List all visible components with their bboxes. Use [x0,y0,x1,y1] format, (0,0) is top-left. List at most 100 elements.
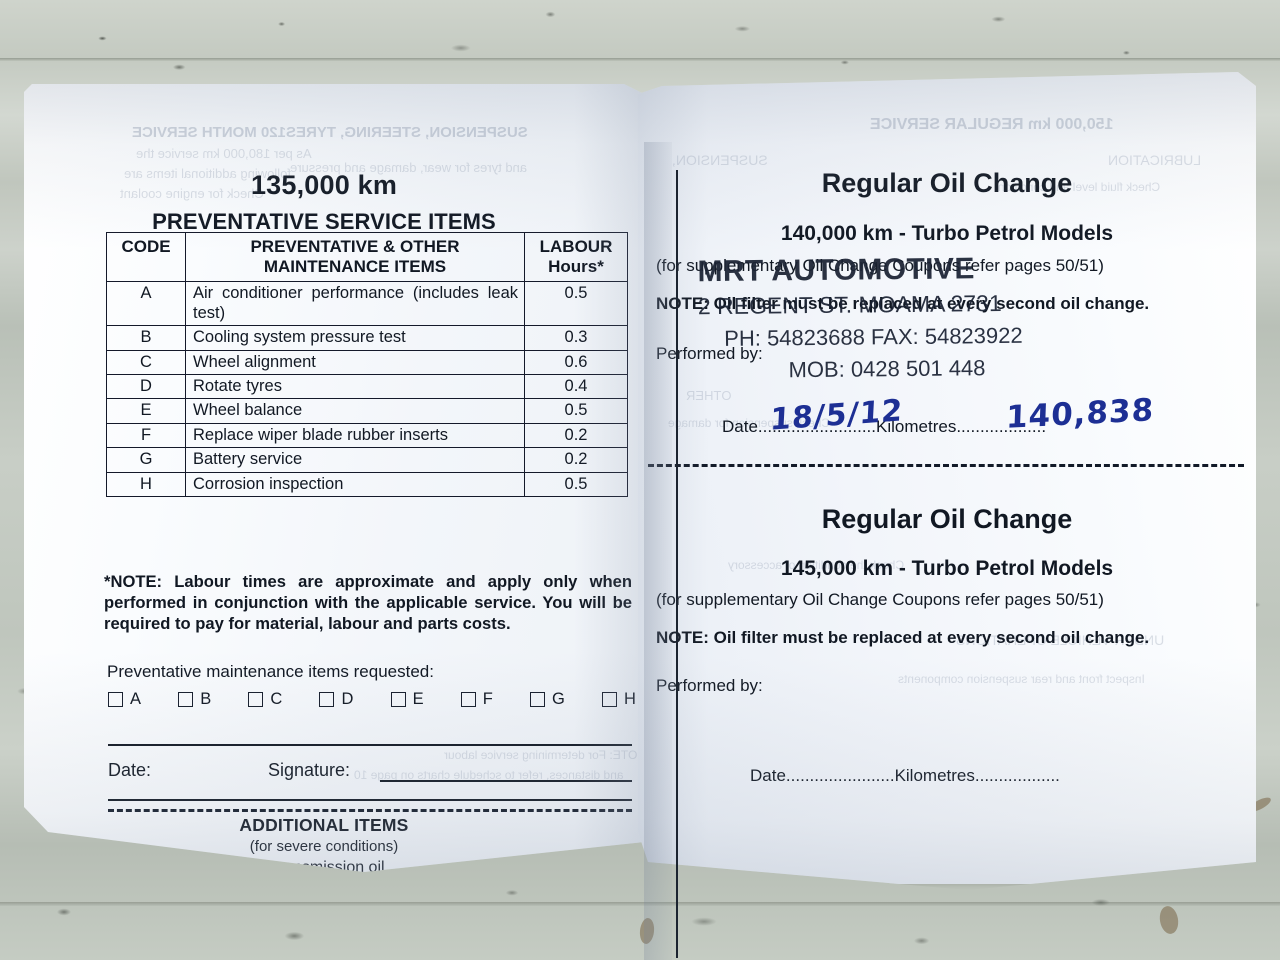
cell-hours: 0.4 [524,373,628,400]
table-header-row: CODE PREVENTATIVE & OTHER MAINTENANCE IT… [106,231,628,283]
checkbox-item-g[interactable]: G [530,690,565,709]
labour-times-footnote: *NOTE: Labour times are approximate and … [104,572,632,633]
checkbox-item-a[interactable]: A [108,690,141,709]
checkbox-icon[interactable] [248,692,264,707]
checkbox-item-h[interactable]: H [602,690,636,709]
checkbox-item-f[interactable]: F [460,690,493,709]
additional-items-subtitle: (for severe conditions) [249,838,399,855]
checkbox-label: F [482,690,493,708]
coupon1-date-kilometres-line[interactable]: Date.........................Kilometres.… [722,417,1046,437]
signature-write-line[interactable] [380,780,632,782]
table-row: H Corrosion inspection 0.5 [106,471,628,498]
cell-item: Wheel alignment [185,349,525,375]
show-through-text: SUSPENSION, STEERING, TYRES [286,124,528,141]
page-section-title: PREVENTATIVE SERVICE ITEMS [152,209,496,234]
table-body: A Air conditioner performance (includes … [106,281,628,498]
checkbox-icon[interactable] [602,692,618,707]
coupon2-performed-by-label[interactable]: Performed by: [656,676,763,695]
checkbox-item-d[interactable]: D [319,690,353,709]
additional-item-label: Change automatic transmission oil [140,859,385,876]
checkbox-item-b[interactable]: B [178,690,211,709]
cell-code: E [106,398,186,424]
additional-item-row[interactable]: Change automatic transmission oil [112,859,385,876]
cell-item: Replace wiper blade rubber inserts [185,422,525,449]
column-header-labour-line2: Hours* [548,257,604,276]
page-gutter-shadow [574,84,644,872]
coupon1-note: NOTE: Oil filter must be replaced at eve… [656,294,1150,313]
checkbox-label: A [130,690,142,708]
checkbox-icon[interactable] [319,692,335,707]
signature-field-label: Signature: [268,760,351,780]
cell-item: Cooling system pressure test [185,325,525,351]
coupon1-date-label: Date [722,417,758,436]
checkbox-icon[interactable] [460,692,476,707]
table-row: D Rotate tyres 0.4 [106,373,628,400]
cell-item: Battery service [185,447,525,473]
divider-rule-below-date [108,799,632,801]
cell-item: Corrosion inspection [185,471,525,498]
cell-code: C [106,349,186,375]
surface-seam-top [0,58,1280,61]
cell-hours: 0.5 [524,398,628,424]
checkbox-icon[interactable] [112,860,127,872]
additional-items-title: ADDITIONAL ITEMS [239,815,409,835]
coupon1-date-dots: ......................... [757,417,877,436]
coupon1-tear-off-dashed-line [648,464,1244,467]
cell-code: H [106,471,186,498]
requested-items-label: Preventative maintenance items requested… [107,662,434,681]
checkbox-icon[interactable] [178,692,194,707]
checkbox-item-e[interactable]: E [390,690,424,709]
coupon2-subtitle: 145,000 km - Turbo Petrol Models [780,557,1114,580]
column-header-code: CODE [106,231,186,283]
requested-items-checkbox-row: A B C D E F G H [108,690,636,709]
column-header-items: PREVENTATIVE & OTHER MAINTENANCE ITEMS [185,231,525,283]
page-gutter-shadow [638,72,708,884]
preventative-service-items-table: CODE PREVENTATIVE & OTHER MAINTENANCE IT… [106,231,628,498]
cell-code: D [106,373,186,400]
right-page-content: 150,000 km REGULAR SERVICE LUBRICATION S… [638,72,1256,884]
surface-seam-bottom [0,902,1280,906]
cell-hours: 0.3 [524,325,628,351]
checkbox-icon[interactable] [390,692,406,707]
coupon2-date-kilometres-line[interactable]: Date.......................Kilometres...… [750,766,1060,786]
booklet-center-divider-line [676,170,678,958]
table-row: A Air conditioner performance (includes … [106,281,628,327]
coupon1-title: Regular Oil Change [821,168,1073,198]
coupon2-title: Regular Oil Change [821,504,1073,534]
cell-hours: 0.5 [524,471,628,498]
checkbox-label: H [624,690,636,709]
date-field-label: Date: [108,760,152,780]
table-row: B Cooling system pressure test 0.3 [106,325,628,351]
show-through-text: As per 180,000 km service the [136,146,312,161]
booklet-left-page: 120 MONTH SERVICE As per 180,000 km serv… [24,84,644,876]
show-through-text: 120 MONTH SERVICE [132,124,286,141]
coupon1-km-dots: ................... [956,417,1047,436]
checkbox-icon[interactable] [108,692,123,707]
checkbox-icon[interactable] [530,692,546,707]
coupon2-date-dots: ....................... [785,766,895,785]
coupon1-reference: (for supplementary Oil Change Coupons re… [656,256,1104,275]
booklet-right-page: 150,000 km REGULAR SERVICE LUBRICATION S… [638,72,1256,884]
table-row: C Wheel alignment 0.6 [106,349,628,375]
show-through-text: LUBRICATION [1108,152,1202,168]
cell-code: G [106,447,186,473]
table-row: E Wheel balance 0.5 [106,398,628,424]
column-header-items-line1: PREVENTATIVE & OTHER [250,237,460,256]
coupon1-performed-by-label[interactable]: Performed by: [656,344,763,363]
cell-code: A [106,281,186,327]
cell-item: Rotate tyres [185,373,525,400]
coupon1-kilometres-label: Kilometres [876,417,957,436]
checkbox-label: D [341,690,354,708]
column-header-labour-line1: LABOUR [540,237,613,256]
page-number: 39 [1201,865,1220,884]
left-page-content: 120 MONTH SERVICE As per 180,000 km serv… [24,84,644,876]
coupon2-kilometres-label: Kilometres [894,766,975,785]
checkbox-label: G [552,690,565,708]
tear-off-dashed-line [108,809,632,812]
checkbox-item-c[interactable]: C [248,690,282,709]
service-booklet: 120 MONTH SERVICE As per 180,000 km serv… [24,72,1256,960]
table-row: G Battery service 0.2 [106,447,628,473]
checkbox-label: E [412,690,424,708]
checkbox-label: B [200,690,212,708]
